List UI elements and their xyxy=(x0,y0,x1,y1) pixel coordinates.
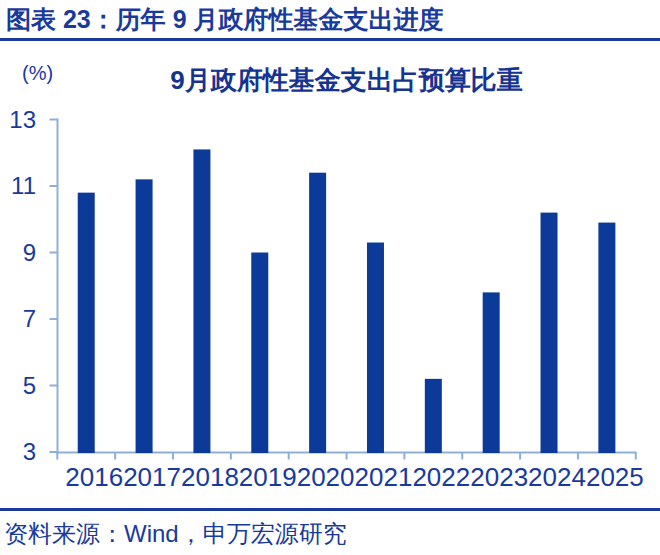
x-tick-label-2024: 2024 xyxy=(528,462,586,492)
x-tick-label-2021: 2021 xyxy=(355,462,413,492)
x-tick-label-2016: 2016 xyxy=(65,462,123,492)
report-figure-page: 图表 23：历年 9 月政府性基金支出进度 (%) 9月政府性基金支出占预算比重… xyxy=(0,0,660,555)
x-tick-label-2025: 2025 xyxy=(586,462,644,492)
x-tick-label-2017: 2017 xyxy=(123,462,181,492)
x-tick-label-2019: 2019 xyxy=(239,462,297,492)
x-axis-labels: 2016201720182019202020212022202320242025 xyxy=(65,462,643,492)
bar-2022 xyxy=(425,379,442,453)
y-tick-label-9: 9 xyxy=(23,239,36,266)
bar-2018 xyxy=(193,149,210,453)
chart-bars xyxy=(78,149,616,453)
x-tick-label-2022: 2022 xyxy=(412,462,470,492)
y-axis-labels: 13 11 9 7 5 3 xyxy=(9,106,36,466)
x-tick-label-2023: 2023 xyxy=(470,462,528,492)
bar-2021 xyxy=(367,243,384,453)
footer-divider xyxy=(0,508,660,511)
bar-chart: 13119753 2016201720182019202020212022202… xyxy=(0,0,660,555)
bar-2024 xyxy=(541,213,558,453)
x-tick-label-2020: 2020 xyxy=(297,462,355,492)
bar-2019 xyxy=(251,253,268,454)
y-tick-label-7: 7 xyxy=(23,305,36,332)
x-tick-label-2018: 2018 xyxy=(181,462,239,492)
bar-2017 xyxy=(136,179,153,453)
y-tick-label-5: 5 xyxy=(23,372,36,399)
y-tick-label-3: 3 xyxy=(23,438,36,465)
y-tick-label-11: 11 xyxy=(11,172,36,199)
bar-2020 xyxy=(309,173,326,453)
source-note: 资料来源：Wind，申万宏源研究 xyxy=(4,521,347,547)
bar-2023 xyxy=(483,292,500,453)
bar-2016 xyxy=(78,193,95,453)
y-tick-label-13: 13 xyxy=(9,106,36,133)
bar-2025 xyxy=(598,223,615,453)
